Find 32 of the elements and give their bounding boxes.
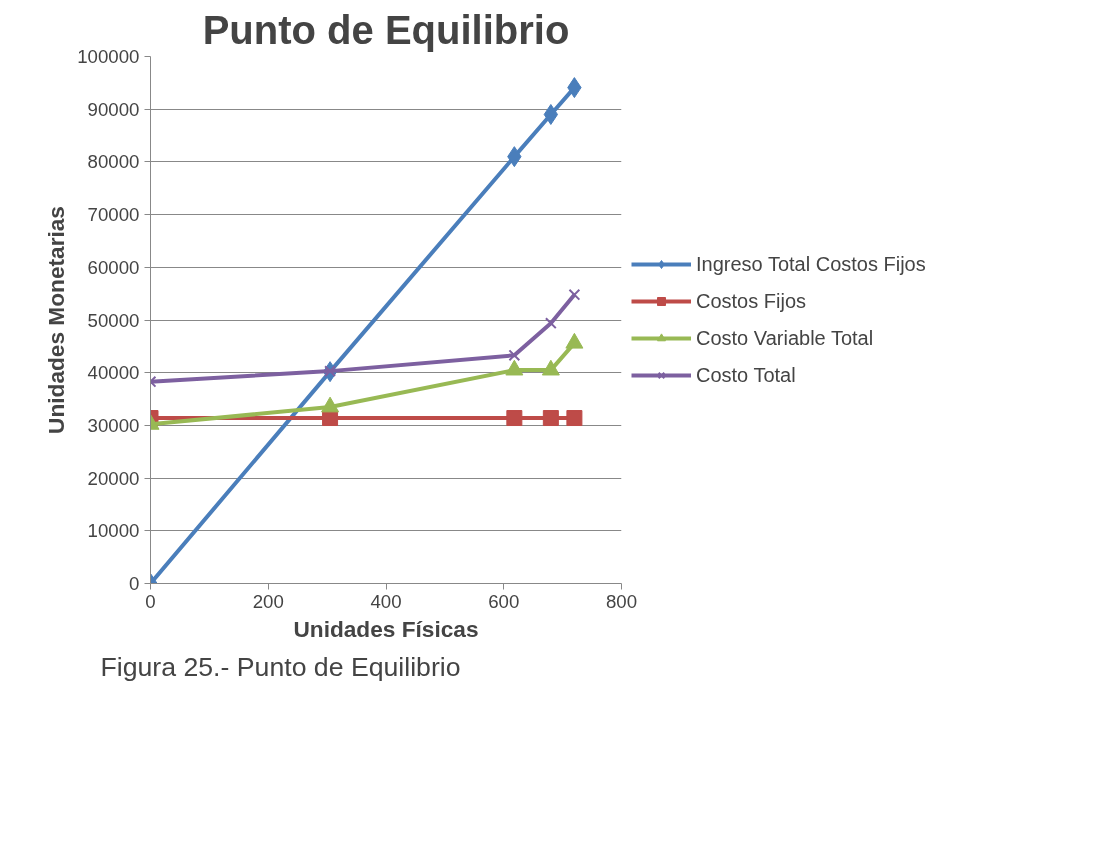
x-tick-label: 800	[605, 590, 638, 612]
legend-label: Costos Fijos	[696, 289, 807, 313]
point	[544, 317, 557, 330]
x-tick-label: 400	[370, 590, 402, 612]
x-tick-label: 200	[252, 590, 284, 612]
y-tick-label: 10000	[87, 520, 140, 542]
chart-title: Punto de Equilibrio	[202, 7, 570, 52]
y-tick-label: 30000	[87, 414, 140, 436]
y-tick-label: 90000	[87, 98, 140, 120]
y-tick-label: 80000	[87, 151, 140, 173]
y-tick-label: 50000	[87, 309, 140, 331]
point	[566, 410, 583, 427]
text: Figura 25.- Punto de Equilibrio	[100, 651, 461, 682]
legend-label: Costo Total	[696, 363, 796, 387]
legend-label: Costo Variable Total	[696, 326, 874, 350]
point	[542, 410, 559, 427]
y-tick-label: 100000	[77, 46, 140, 67]
y-tick-label: 40000	[87, 362, 140, 384]
y-tick-label: 20000	[87, 467, 140, 489]
point	[568, 288, 581, 301]
y-tick-label: 60000	[87, 256, 140, 278]
y-axis-title: Unidades Monetarias	[43, 206, 70, 434]
point	[506, 410, 523, 427]
point	[543, 103, 559, 125]
point	[324, 365, 337, 378]
x-tick-label: 600	[488, 590, 520, 612]
x-axis-title: Unidades Físicas	[293, 615, 479, 642]
legend-label: Ingreso Total Costos Fijos	[696, 252, 926, 276]
y-tick-label: 0	[129, 573, 140, 594]
y-tick-label: 70000	[87, 204, 140, 226]
point	[508, 349, 521, 362]
x-tick-label: 0	[145, 590, 156, 612]
